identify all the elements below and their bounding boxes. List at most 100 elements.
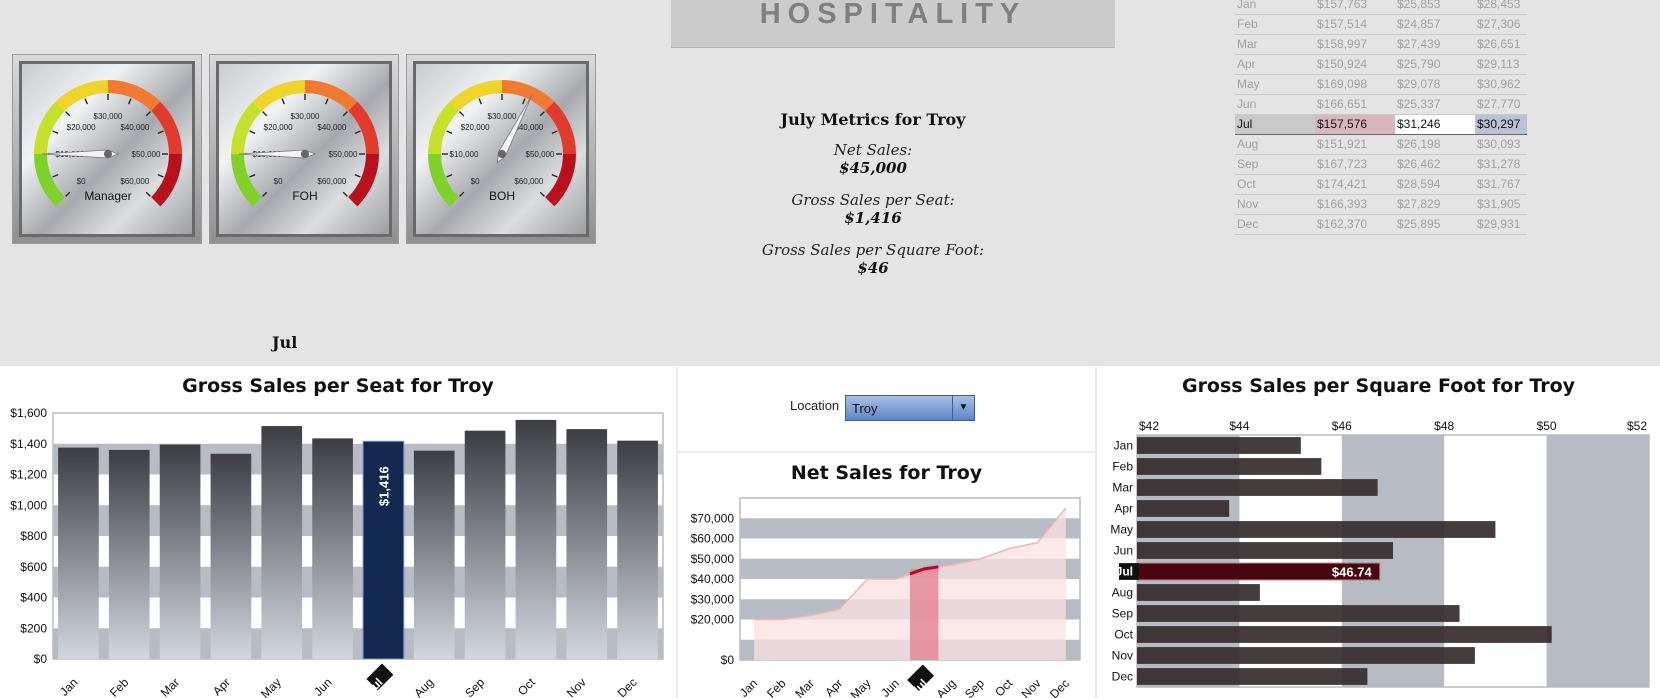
gauge-tick [262,191,268,197]
table-cell: $157,514 [1315,14,1395,35]
gauge-tick [551,174,558,178]
x-tick-label: $50 [1537,419,1557,433]
gauge-tick [65,191,71,197]
y-tick-label: $40,000 [691,572,735,586]
y-tick-label: $1,200 [10,468,47,482]
gauge-arc-band [34,101,65,154]
gauge-tick [249,130,256,134]
x-tick-label: Nov [564,675,589,698]
table-row[interactable]: Dec $162,370 $25,895 $29,931 [1235,214,1527,235]
bar [261,426,303,659]
net-sales-chart: $0 $20,000 $30,000 $40,000 $50,000 $60,000 $70… [691,497,1081,698]
gauge-tick-label: $20,000 [461,123,490,132]
gauge-tick-label: $20,000 [67,123,96,132]
bar [1137,458,1322,475]
y-tick-label: $200 [20,621,47,635]
table-cell: $25,895 [1395,214,1475,235]
gauge-tick [459,191,465,197]
gauge-arc-band [108,80,161,111]
bar [108,449,150,659]
table-cell: Jun [1235,94,1315,115]
grid-band [53,566,663,598]
table-cell: $27,306 [1475,14,1527,35]
gauge-tick [446,130,453,134]
gpsf-chart-title: Gross Sales per Square Foot for Troy [1181,375,1576,397]
gauge-needle [238,149,317,159]
gauge-hub [104,150,112,158]
x-tick-label: Feb [107,675,132,698]
table-cell: Sep [1235,154,1315,175]
gauge-arc-band [502,80,555,111]
bar [617,440,658,659]
table-cell: $157,763 [1315,0,1395,15]
table-cell: $25,790 [1395,54,1475,75]
gauge-tick-label: $0 [274,177,283,186]
table-row[interactable]: Mar $158,997 $27,439 $26,651 [1235,34,1527,55]
y-tick-label: Nov [1112,649,1133,663]
x-tick-label: Mar [792,676,817,698]
gauge-arc-band [545,101,576,154]
gauge-needle [496,94,533,164]
table-cell: $29,931 [1475,214,1527,235]
y-tick-label: Aug [1112,586,1133,600]
gauge-arc-band [231,154,262,207]
x-tick-label: Oct [515,675,539,698]
table-cell: $30,297 [1475,113,1527,135]
gauge-tick-label: $60,000 [120,177,149,186]
highlight-line [909,565,939,576]
x-tick-label: Dec [615,675,640,698]
location-dropdown[interactable]: Troy ▼ [845,395,975,421]
table-row[interactable]: Jul $157,576 $31,246 $30,297 [1235,113,1527,135]
data-label: $1,416 [376,466,391,506]
gauge-tick [157,130,164,134]
table-row[interactable]: Jan $157,763 $25,853 $28,453 [1235,0,1527,15]
x-tick-label: Jan [737,676,761,698]
x-tick-label: $42 [1139,419,1159,433]
table-cell: $29,078 [1395,74,1475,95]
gauge-tick [446,174,453,178]
table-cell: $30,962 [1475,74,1527,95]
divider [676,366,678,698]
y-tick-label: $400 [20,591,47,605]
top-section: HOSPITALITY $0 $10,000 $20,000 $30,000 $40,0… [0,0,1660,366]
table-cell: $162,370 [1315,214,1395,235]
table-row[interactable]: Nov $166,393 $27,829 $31,905 [1235,194,1527,215]
table-row[interactable]: Jun $166,651 $25,337 $27,770 [1235,94,1527,115]
table-row[interactable]: Oct $174,421 $28,594 $31,767 [1235,174,1527,195]
selected-tick-bg [1119,563,1139,580]
table-cell: $27,439 [1395,34,1475,55]
table-cell: $166,651 [1315,94,1395,115]
table-cell: Jan [1235,0,1315,15]
table-row[interactable]: May $169,098 $29,078 $30,962 [1235,74,1527,95]
table-cell: $26,198 [1395,134,1475,155]
header-banner: HOSPITALITY [671,0,1115,48]
chevron-down-icon[interactable]: ▼ [952,396,974,420]
bar [1137,647,1475,664]
gauge-tick [551,130,558,134]
table-cell: Oct [1235,174,1315,195]
table-row[interactable]: Sep $167,723 $26,462 $31,278 [1235,154,1527,175]
table-row[interactable]: Apr $150,924 $25,790 $29,113 [1235,54,1527,75]
bar [1137,584,1260,601]
x-tick-label: May [848,676,874,698]
table-row[interactable]: Feb $157,514 $24,857 $27,306 [1235,14,1527,35]
gpsf-label: Gross Sales per Square Foot: [761,241,985,259]
gauge-needle [41,149,120,159]
table-row[interactable]: Aug $151,921 $26,198 $30,093 [1235,134,1527,155]
table-cell: $27,770 [1475,94,1527,115]
table-cell: $30,093 [1475,134,1527,155]
gauge-tick-label: $30,000 [488,112,517,121]
x-tick-label: Feb [764,676,789,698]
table-cell: $167,723 [1315,154,1395,175]
table-cell: May [1235,74,1315,95]
gauge-manager: $0$10,000$20,000$30,000$40,000$50,000$60… [12,54,202,244]
bar [413,450,455,659]
x-tick-label: $52 [1627,419,1647,433]
gps-chart: $0 $200 $400 $600 $800 $1,000 $1,200 $1,400 $1,6… [10,406,664,698]
y-tick-label: $50,000 [691,552,735,566]
y-tick-label: Jun [1114,544,1133,558]
gauge-tick [354,174,361,178]
grid-band [53,505,663,536]
y-tick-label: $0 [34,652,48,666]
table-cell: $150,924 [1315,54,1395,75]
